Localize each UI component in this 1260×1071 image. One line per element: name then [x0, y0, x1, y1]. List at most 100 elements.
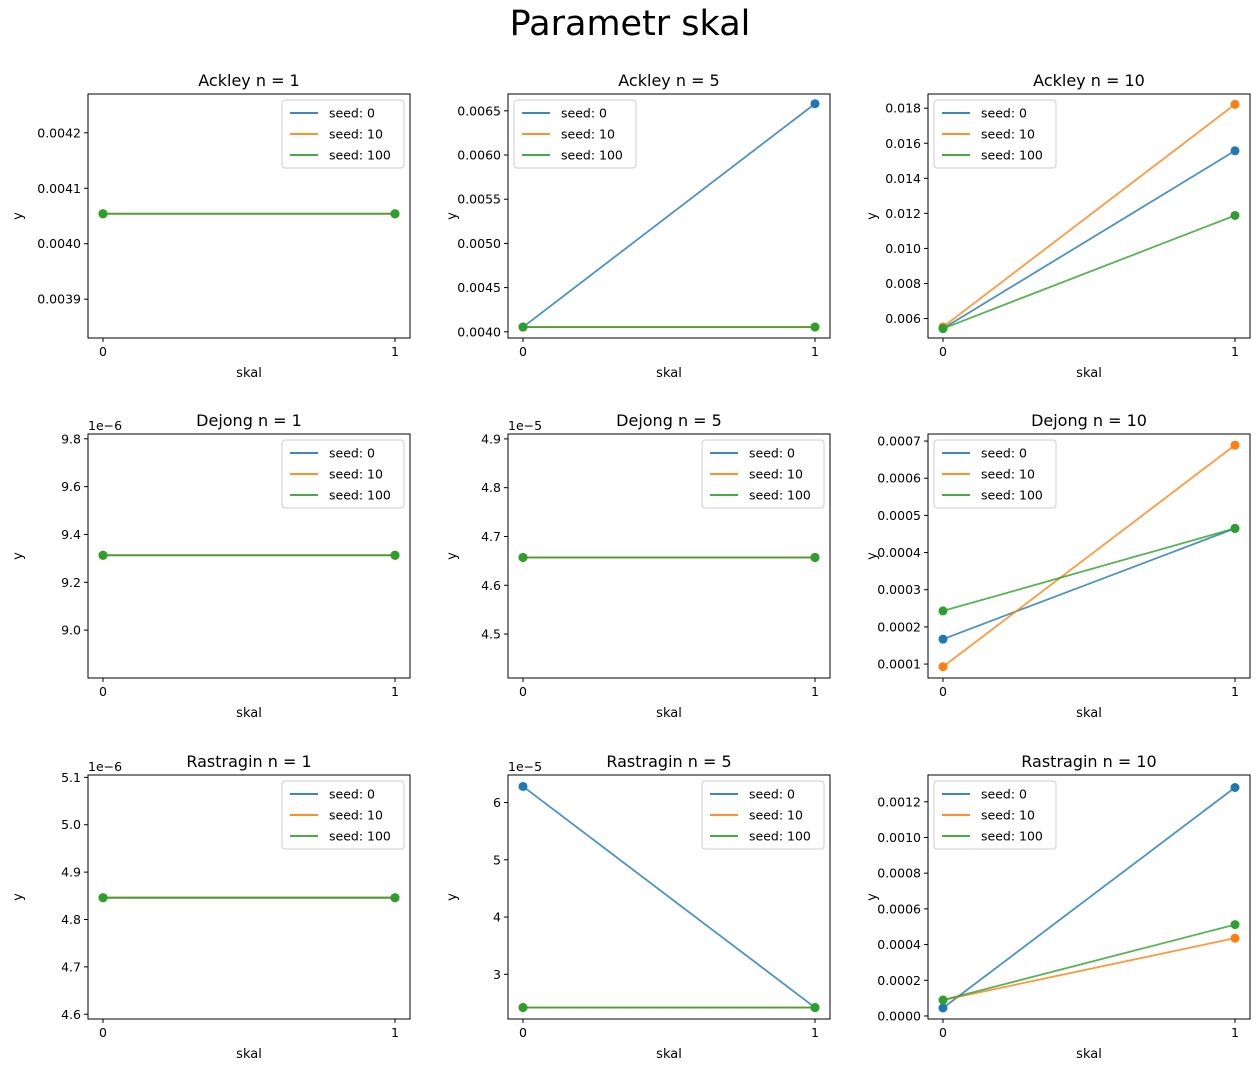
legend-box	[701, 780, 825, 850]
series-line	[942, 527, 1236, 612]
data-point	[1230, 523, 1240, 533]
plot-frame	[927, 433, 1251, 679]
y-tick-label: 4.7	[61, 959, 81, 974]
y-tick-label: 0.0040	[457, 324, 501, 339]
subplot: Dejong n = 1 9.0 9.2 9.4 9.6 9.8 0 1 skal y 1e−6 se…	[11, 411, 411, 721]
series-line	[522, 785, 816, 1009]
y-tick-label: 6	[493, 795, 501, 810]
subplot: Ackley n = 5 0.0040 0.0045 0.0050 0.0055 0.00…	[445, 71, 831, 381]
data-point	[938, 1003, 948, 1013]
x-tick-label: 0	[519, 684, 527, 699]
y-offset-text: 1e−5	[508, 759, 542, 774]
x-tick-label: 1	[1231, 684, 1239, 699]
legend-label: seed: 0	[981, 446, 1027, 461]
plot-frame	[927, 774, 1251, 1020]
subplot-title: Dejong n = 10	[1031, 411, 1147, 430]
data-point	[518, 1003, 528, 1013]
y-tick-label: 0.0010	[877, 830, 921, 845]
x-tick-label: 0	[939, 344, 947, 359]
series-line	[942, 103, 1236, 328]
y-tick-label: 9.2	[61, 575, 81, 590]
x-tick-label: 0	[99, 344, 107, 359]
y-tick-label: 4.7	[481, 529, 501, 544]
y-tick-label: 0.0040	[37, 236, 81, 251]
legend-label: seed: 0	[981, 106, 1027, 121]
x-axis-label: skal	[656, 1047, 682, 1062]
y-offset-text: 1e−6	[88, 759, 122, 774]
x-tick-label: 0	[939, 684, 947, 699]
x-tick-label: 1	[811, 1025, 819, 1040]
data-point	[938, 662, 948, 672]
legend-label: seed: 0	[749, 446, 795, 461]
y-tick-label: 0.0004	[877, 937, 921, 952]
legend-label: seed: 0	[329, 106, 375, 121]
y-tick-label: 0.0003	[877, 582, 921, 597]
y-axis-label: y	[865, 552, 880, 560]
x-tick-label: 1	[391, 684, 399, 699]
data-point	[1230, 146, 1240, 156]
x-tick-label: 1	[811, 344, 819, 359]
x-tick-label: 0	[99, 684, 107, 699]
y-tick-label: 0.014	[885, 171, 921, 186]
y-axis-label: y	[445, 552, 460, 560]
y-tick-label: 4.8	[61, 912, 81, 927]
y-tick-label: 0.0060	[457, 148, 501, 163]
plot-frame	[87, 93, 411, 339]
legend-box	[513, 99, 637, 169]
subplot-title: Rastragin n = 5	[606, 752, 731, 771]
y-offset-text: 1e−5	[508, 418, 542, 433]
legend-label: seed: 100	[749, 829, 811, 844]
y-tick-label: 0.0041	[37, 181, 81, 196]
data-point	[938, 606, 948, 616]
legend-label: seed: 100	[749, 488, 811, 503]
legend-label: seed: 10	[749, 808, 803, 823]
y-tick-label: 0.0007	[877, 434, 921, 449]
x-tick-label: 1	[1231, 1025, 1239, 1040]
legend-label: seed: 100	[981, 829, 1043, 844]
legend-label: seed: 100	[561, 148, 623, 163]
x-axis-label: skal	[236, 1047, 262, 1062]
y-tick-label: 9.6	[61, 479, 81, 494]
legend-box	[281, 780, 405, 850]
legend-label: seed: 10	[561, 127, 615, 142]
subplot-title: Ackley n = 1	[198, 71, 299, 90]
data-point	[810, 322, 820, 332]
y-tick-label: 4.9	[61, 865, 81, 880]
y-tick-label: 0.0012	[877, 794, 921, 809]
y-tick-label: 0.010	[885, 241, 921, 256]
x-axis-label: skal	[1076, 706, 1102, 721]
series-line	[942, 214, 1236, 330]
y-axis-label: y	[445, 212, 460, 220]
y-tick-label: 4.9	[481, 431, 501, 446]
data-point	[938, 324, 948, 334]
y-tick-label: 0.0055	[457, 192, 501, 207]
x-tick-label: 0	[519, 1025, 527, 1040]
y-tick-label: 5.0	[61, 817, 81, 832]
legend-label: seed: 10	[749, 467, 803, 482]
data-point	[390, 893, 400, 903]
series-line	[942, 527, 1236, 641]
subplot: Rastragin n = 1 4.6 4.7 4.8 4.9 5.0 5.1 0 1 skal y…	[11, 752, 411, 1062]
legend-label: seed: 10	[981, 127, 1035, 142]
y-axis-label: y	[865, 893, 880, 901]
y-tick-label: 9.4	[61, 527, 81, 542]
y-tick-label: 0.0008	[877, 866, 921, 881]
x-axis-label: skal	[236, 706, 262, 721]
y-tick-label: 0.0006	[877, 901, 921, 916]
data-point	[810, 552, 820, 562]
data-point	[1230, 920, 1240, 930]
data-point	[1230, 782, 1240, 792]
y-axis-label: y	[865, 212, 880, 220]
plot-frame	[507, 433, 831, 679]
y-axis-label: y	[11, 552, 26, 560]
subplot: Ackley n = 10 0.006 0.008 0.010 0.012 0.014 0.…	[865, 71, 1251, 381]
data-point	[98, 893, 108, 903]
series-line	[942, 937, 1236, 1001]
plot-frame	[87, 774, 411, 1020]
y-offset-text: 1e−6	[88, 418, 122, 433]
y-tick-label: 0.0006	[877, 471, 921, 486]
legend-label: seed: 10	[329, 127, 383, 142]
subplot: Dejong n = 5 4.5 4.6 4.7 4.8 4.9 0 1 skal y 1e−5 se…	[445, 411, 831, 721]
legend-label: seed: 100	[329, 488, 391, 503]
